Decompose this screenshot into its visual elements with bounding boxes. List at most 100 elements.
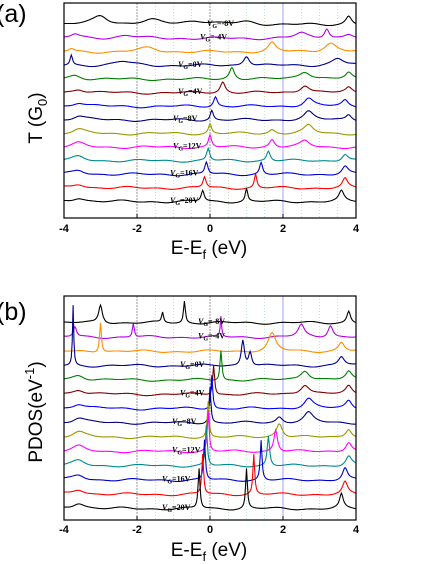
vg-label-sub: G — [178, 119, 183, 125]
panel-b: (b) PDOS(eV-1) E-Ef (eV) -4 -2 0 2 4 VG=… — [0, 295, 360, 564]
series-line — [63, 160, 357, 177]
vg-label-value: =12V — [182, 446, 201, 455]
series-line — [64, 95, 357, 109]
vg-label: VG=0V — [178, 60, 203, 71]
panel-b-xlabel: E-Ef (eV) — [171, 540, 248, 564]
vg-label-symbol: V — [200, 33, 206, 42]
vg-label: VG=0V — [180, 360, 205, 371]
panel-b-xtick: 0 — [207, 524, 213, 536]
vg-label-value: =4V — [190, 389, 205, 398]
series-line — [63, 133, 357, 150]
vg-label-symbol: V — [170, 169, 176, 178]
vg-label-symbol: V — [173, 114, 179, 123]
series-line — [63, 350, 357, 382]
vg-label: VG=4V — [180, 389, 205, 400]
panel-a-ylabel-close: ) — [26, 92, 47, 98]
panel-a-xlabel-unit: (eV) — [206, 238, 247, 259]
vg-label-sub: G — [175, 201, 180, 207]
panel-a-xtick: 0 — [207, 223, 213, 235]
vg-label: VG=20V — [162, 503, 191, 514]
panel-b-xtick: 2 — [280, 524, 286, 536]
panel-a-xlabel: E-Ef (eV) — [171, 238, 248, 262]
panel-b-ylabel: PDOS(eV-1) — [22, 361, 47, 462]
panel-b-xlabel-text: E-E — [171, 540, 203, 561]
panel-a-xticks: -4 -2 0 2 4 — [59, 223, 360, 235]
series-line — [64, 316, 357, 340]
panel-a-xlabel-text: E-E — [171, 238, 203, 259]
vg-label-symbol: V — [180, 360, 186, 369]
vg-label-sub: G — [183, 65, 188, 71]
panel-a-xtick: 2 — [280, 223, 286, 235]
vg-label-symbol: V — [173, 141, 179, 150]
vg-label-value: =16V — [172, 474, 191, 483]
vg-label-symbol: V — [162, 474, 168, 483]
series-line — [63, 375, 357, 411]
vg-label-symbol: V — [198, 317, 204, 326]
vg-label-value: =-8V — [217, 19, 234, 28]
vg-label-value: =8V — [183, 114, 198, 123]
vg-label: VG=-8V — [198, 317, 225, 328]
vg-label-symbol: V — [178, 87, 184, 96]
panel-b-vg-labels: VG=-8VVG=-4VVG=0VVG=4VVG=8VVG=12VVG=16VV… — [162, 317, 225, 514]
panel-b-xlabel-sub: f — [202, 549, 206, 564]
vg-label: VG=8V — [172, 417, 197, 428]
panel-a-xlabel-sub: f — [202, 247, 206, 262]
vg-label: VG=16V — [162, 474, 191, 485]
panel-b-letter: (b) — [0, 298, 27, 326]
series-line — [63, 188, 357, 204]
vg-label-symbol: V — [170, 196, 176, 205]
vg-label-value: =8V — [182, 417, 197, 426]
vg-label-value: =4V — [188, 87, 203, 96]
vg-label-value: =12V — [183, 141, 202, 150]
vg-label-value: =20V — [180, 196, 199, 205]
vg-label: VG=16V — [170, 169, 199, 180]
vg-label: VG=20V — [170, 196, 199, 207]
panel-a-curves — [63, 15, 357, 204]
series-line — [64, 108, 357, 122]
vg-label: VG=12V — [172, 446, 201, 457]
series-line — [63, 53, 356, 68]
vg-label-value: =-4V — [208, 331, 225, 340]
series-line — [64, 387, 356, 425]
series-line — [63, 122, 357, 136]
series-line — [64, 322, 357, 353]
vg-label-symbol: V — [180, 389, 186, 398]
vg-label-value: =0V — [190, 360, 205, 369]
panel-a-ylabel-sub: 0 — [35, 99, 50, 106]
panel-a-letter: (a) — [0, 0, 27, 28]
vg-label-sub: G — [185, 365, 190, 371]
series-line — [64, 41, 356, 54]
panel-b-xlabel-unit: (eV) — [206, 540, 247, 561]
vg-label: VG=-8V — [207, 19, 234, 30]
vg-label: VG=4V — [178, 87, 203, 98]
vg-label-sub: G — [203, 322, 208, 328]
vg-label-sub: G — [177, 451, 182, 457]
vg-label-sub: G — [205, 38, 210, 44]
series-line — [64, 453, 357, 497]
panel-a: (a) T (G0) E-Ef (eV) -4 -2 0 2 4 VG=-8VV… — [0, 0, 360, 262]
vg-label-sub: G — [185, 394, 190, 400]
vg-label-sub: G — [183, 92, 188, 98]
panel-b-xtick: 4 — [353, 524, 360, 536]
vg-label-sub: G — [178, 146, 183, 152]
panel-a-ylabel-text: T (G — [26, 106, 47, 144]
panel-b-xtick: -2 — [132, 524, 142, 536]
series-line — [63, 146, 356, 163]
series-line — [63, 439, 357, 483]
panel-a-ylabel: T (G0) — [26, 92, 50, 143]
vg-label-sub: G — [177, 422, 182, 428]
panel-b-curves — [63, 300, 357, 511]
panel-b-xticks: -4 -2 0 2 4 — [59, 524, 360, 536]
vg-label-sub: G — [167, 479, 172, 485]
panel-b-ylabel-close: ) — [26, 361, 47, 367]
vg-label-symbol: V — [162, 503, 168, 512]
vg-label-sub: G — [203, 336, 208, 342]
vg-label: VG=8V — [173, 114, 198, 125]
panel-a-xtick: 4 — [353, 223, 360, 235]
vg-label-symbol: V — [172, 417, 178, 426]
series-line — [63, 401, 357, 440]
panel-a-frame — [63, 2, 357, 219]
vg-label-symbol: V — [172, 446, 178, 455]
panel-a-xtick: -2 — [132, 223, 142, 235]
